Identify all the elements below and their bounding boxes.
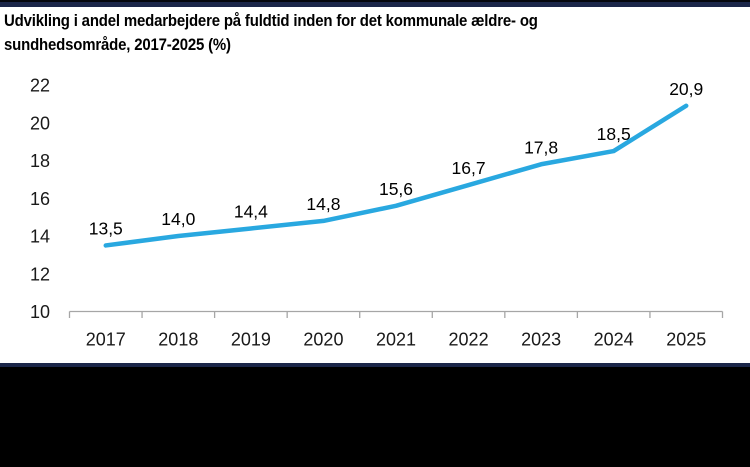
data-point-label: 15,6 [379, 179, 413, 199]
y-axis-tick-label: 16 [30, 189, 50, 209]
y-axis-tick-label: 12 [30, 264, 50, 284]
x-axis-tick-label: 2020 [303, 330, 343, 350]
x-axis-tick-label: 2018 [158, 330, 198, 350]
x-axis-tick-label: 2019 [231, 330, 271, 350]
bottom-black-panel [0, 367, 750, 467]
bottom-separator-bar [0, 363, 750, 367]
data-point-label: 14,0 [161, 209, 195, 229]
y-axis-tick-label: 22 [30, 76, 50, 96]
x-axis-tick-label: 2024 [594, 330, 634, 350]
data-point-label: 16,7 [452, 158, 486, 178]
x-axis-tick-label: 2025 [666, 330, 706, 350]
chart-title-line2: sundhedsområde, 2017-2025 (%) [4, 35, 231, 54]
data-point-label: 17,8 [524, 137, 558, 157]
x-axis-tick-label: 2022 [449, 330, 489, 350]
data-point-label: 14,4 [234, 201, 268, 221]
y-axis-tick-label: 14 [30, 227, 50, 247]
data-point-label: 18,5 [597, 124, 631, 144]
data-point-label: 20,9 [669, 79, 703, 99]
data-point-label: 13,5 [89, 218, 123, 238]
y-axis-tick-label: 18 [30, 151, 50, 171]
y-axis-tick-label: 10 [30, 302, 50, 322]
data-series-line [103, 103, 689, 248]
data-point-label: 14,8 [306, 194, 340, 214]
x-axis-tick-label: 2023 [521, 330, 561, 350]
y-axis-tick-label: 20 [30, 113, 50, 133]
x-axis-tick-label: 2017 [86, 330, 126, 350]
chart-title: Udvikling i andel medarbejdere på fuldti… [4, 9, 660, 57]
top-accent-bar [0, 0, 750, 7]
chart-title-line1: Udvikling i andel medarbejdere på fuldti… [4, 11, 538, 30]
x-axis-tick-label: 2021 [376, 330, 416, 350]
